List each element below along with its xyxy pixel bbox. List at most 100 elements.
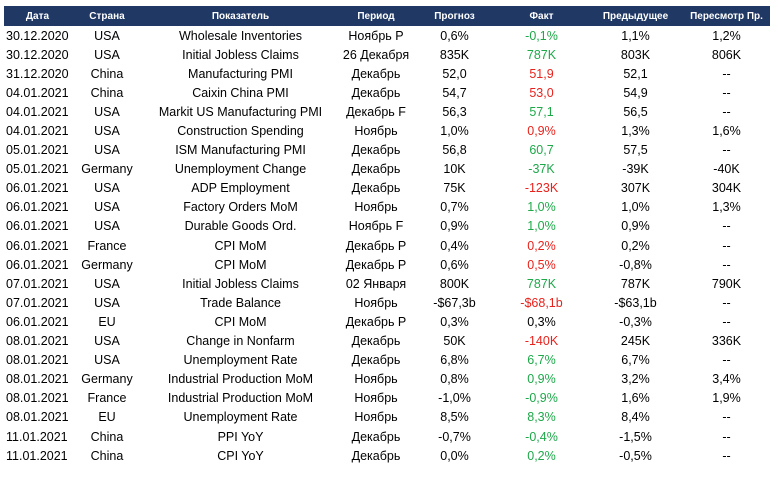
forecast-cell: 75K bbox=[443, 181, 466, 196]
previous-cell: 54,9 bbox=[623, 85, 648, 100]
table-row: 07.01.2021 USA Initial Jobless Claims 02 Ян… bbox=[4, 274, 770, 293]
revision-cell: 1,6% bbox=[712, 124, 741, 139]
actual-cell: 60,7 bbox=[529, 143, 554, 158]
actual-cell: -0,4% bbox=[525, 429, 558, 444]
date-cell: 11.01.2021 bbox=[6, 448, 68, 463]
table-body: 30.12.2020 USA Wholesale Inventories Ноябрь… bbox=[4, 26, 770, 465]
table-header-row: Дата Страна Показатель Период Прогноз Фа… bbox=[4, 6, 770, 26]
date-cell: 06.01.2021 bbox=[6, 200, 69, 215]
indicator-cell: Industrial Production MoM bbox=[167, 372, 314, 387]
actual-cell: 0,9% bbox=[527, 372, 556, 387]
date-cell: 08.01.2021 bbox=[6, 391, 69, 406]
actual-cell: -0,1% bbox=[525, 28, 558, 43]
forecast-cell: -$67,3b bbox=[433, 295, 476, 310]
forecast-cell: 0,9% bbox=[440, 219, 469, 234]
revision-cell: 1,3% bbox=[712, 200, 741, 215]
indicator-cell: Unemployment Rate bbox=[183, 410, 298, 425]
table-row: 05.01.2021 USA ISM Manufacturing PMI Декабр… bbox=[4, 141, 770, 160]
date-cell: 06.01.2021 bbox=[6, 238, 69, 253]
indicator-cell: Initial Jobless Claims bbox=[182, 276, 299, 291]
country-cell: EU bbox=[98, 410, 116, 425]
table-row: 30.12.2020 USA Wholesale Inventories Ноябрь… bbox=[4, 26, 770, 45]
country-cell: USA bbox=[94, 47, 120, 62]
previous-cell: 8,4% bbox=[621, 410, 650, 425]
table-row: 07.01.2021 USA Trade Balance Ноябрь -$67,3b -… bbox=[4, 293, 770, 312]
revision-cell: -- bbox=[722, 238, 731, 253]
previous-cell: 245K bbox=[620, 334, 651, 349]
table-row: 11.01.2021 China PPI YoY Декабрь -0,7% -0,4% -… bbox=[4, 427, 770, 446]
actual-cell: 787K bbox=[526, 47, 557, 62]
forecast-cell: 0,3% bbox=[440, 314, 469, 329]
actual-cell: 1,0% bbox=[527, 200, 556, 215]
previous-cell: -39K bbox=[622, 162, 649, 177]
header-revision: Пересмотр Пр. bbox=[683, 6, 770, 26]
period-cell: Декабрь bbox=[351, 429, 401, 444]
previous-cell: 787K bbox=[620, 276, 651, 291]
date-cell: 08.01.2021 bbox=[6, 334, 69, 349]
table-row: 05.01.2021 Germany Unemployment Change Дека… bbox=[4, 160, 770, 179]
indicator-cell: Durable Goods Ord. bbox=[184, 219, 297, 234]
table-row: 04.01.2021 China Caixin China PMI Декабрь 54… bbox=[4, 83, 770, 102]
actual-cell: 6,7% bbox=[527, 353, 556, 368]
table-row: 08.01.2021 USA Unemployment Rate Декабрь 6,8… bbox=[4, 351, 770, 370]
date-cell: 04.01.2021 bbox=[6, 104, 69, 119]
country-cell: USA bbox=[94, 104, 120, 119]
previous-cell: 6,7% bbox=[621, 353, 650, 368]
date-cell: 04.01.2021 bbox=[6, 124, 69, 139]
country-cell: USA bbox=[94, 28, 120, 43]
indicator-cell: Trade Balance bbox=[200, 295, 281, 310]
table-row: 08.01.2021 Germany Industrial Production M… bbox=[4, 370, 770, 389]
previous-cell: 57,5 bbox=[623, 143, 648, 158]
actual-cell: 57,1 bbox=[529, 104, 554, 119]
date-cell: 08.01.2021 bbox=[6, 353, 69, 368]
header-country: Страна bbox=[71, 6, 143, 26]
forecast-cell: 1,0% bbox=[440, 124, 469, 139]
header-forecast: Прогноз bbox=[414, 6, 495, 26]
period-cell: Ноябрь bbox=[354, 410, 398, 425]
header-actual: Факт bbox=[495, 6, 588, 26]
country-cell: Germany bbox=[81, 257, 133, 272]
table-row: 06.01.2021 Germany CPI MoM Декабрь P 0,6% 0,5… bbox=[4, 255, 770, 274]
previous-cell: 803K bbox=[620, 47, 651, 62]
actual-cell: -140K bbox=[524, 334, 559, 349]
date-cell: 07.01.2021 bbox=[6, 276, 69, 291]
revision-cell: -- bbox=[722, 219, 731, 234]
date-cell: 04.01.2021 bbox=[6, 85, 69, 100]
previous-cell: 1,1% bbox=[621, 28, 650, 43]
country-cell: China bbox=[90, 66, 124, 81]
header-period: Период bbox=[338, 6, 414, 26]
revision-cell: -- bbox=[722, 257, 731, 272]
previous-cell: 0,9% bbox=[621, 219, 650, 234]
forecast-cell: 0,0% bbox=[440, 448, 469, 463]
date-cell: 06.01.2021 bbox=[6, 219, 69, 234]
previous-cell: -$63,1b bbox=[614, 295, 657, 310]
indicator-cell: CPI MoM bbox=[214, 314, 267, 329]
table-row: 06.01.2021 France CPI MoM Декабрь P 0,4% 0,2%… bbox=[4, 236, 770, 255]
table-row: 08.01.2021 EU Unemployment Rate Ноябрь 8,5% 8… bbox=[4, 408, 770, 427]
period-cell: Декабрь bbox=[351, 448, 401, 463]
country-cell: USA bbox=[94, 143, 120, 158]
indicator-cell: Unemployment Rate bbox=[183, 353, 298, 368]
period-cell: Ноябрь P bbox=[348, 28, 404, 43]
table-row: 08.01.2021 USA Change in Nonfarm Декабрь 50K… bbox=[4, 332, 770, 351]
period-cell: Ноябрь bbox=[354, 200, 398, 215]
forecast-cell: 54,7 bbox=[442, 85, 467, 100]
actual-cell: 0,9% bbox=[527, 124, 556, 139]
table-row: 11.01.2021 China CPI YoY Декабрь 0,0% 0,2% -0,… bbox=[4, 446, 770, 465]
date-cell: 08.01.2021 bbox=[6, 372, 69, 387]
country-cell: USA bbox=[94, 181, 120, 196]
revision-cell: -- bbox=[722, 353, 731, 368]
indicator-cell: Industrial Production MoM bbox=[167, 391, 314, 406]
forecast-cell: 0,4% bbox=[440, 238, 469, 253]
period-cell: 26 Декабря bbox=[342, 47, 410, 62]
actual-cell: 8,3% bbox=[527, 410, 556, 425]
actual-cell: -123K bbox=[524, 181, 559, 196]
previous-cell: -0,5% bbox=[619, 448, 652, 463]
table-row: 04.01.2021 USA Markit US Manufacturing PMI… bbox=[4, 102, 770, 121]
forecast-cell: 50K bbox=[443, 334, 466, 349]
previous-cell: 0,2% bbox=[621, 238, 650, 253]
previous-cell: 1,6% bbox=[621, 391, 650, 406]
revision-cell: -- bbox=[722, 448, 731, 463]
indicator-cell: Manufacturing PMI bbox=[188, 66, 293, 81]
indicator-cell: Wholesale Inventories bbox=[179, 28, 302, 43]
